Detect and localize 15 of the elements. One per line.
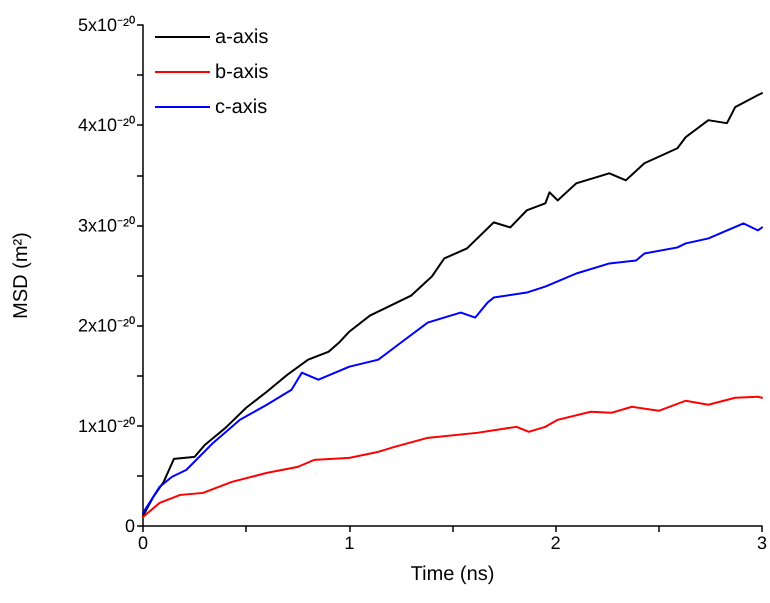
legend-label: c-axis (215, 96, 268, 118)
y-tick-label: 3x10⁻²⁰ (78, 215, 135, 236)
x-axis-title: Time (ns) (410, 563, 494, 585)
x-tick-label: 1 (344, 533, 354, 553)
y-tick-label: 4x10⁻²⁰ (78, 115, 135, 136)
x-tick-label: 0 (138, 533, 148, 553)
x-tick-label: 2 (550, 533, 561, 553)
legend-label: b-axis (215, 61, 268, 83)
y-tick-label: 0 (124, 516, 135, 536)
x-tick-label: 3 (756, 533, 767, 553)
y-axis-title: MSD (m²) (10, 232, 32, 319)
y-tick-label: 2x10⁻²⁰ (78, 316, 135, 336)
y-tick-label: 5x10⁻²⁰ (78, 15, 135, 35)
legend-label: a-axis (215, 26, 268, 48)
y-tick-label: 1x10⁻²⁰ (78, 416, 135, 436)
